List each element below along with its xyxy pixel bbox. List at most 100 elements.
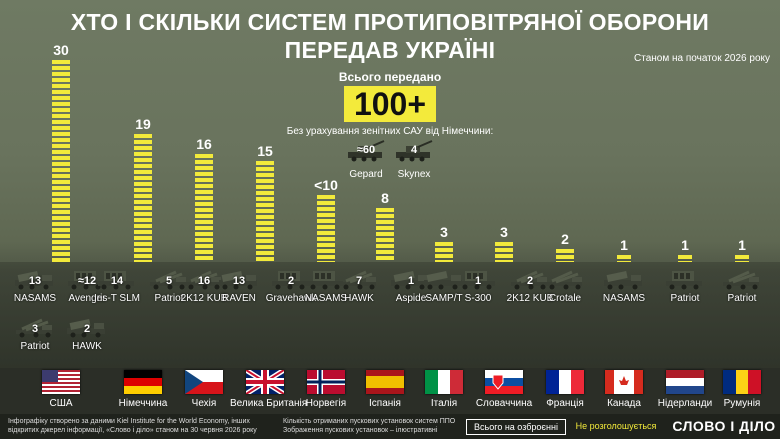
title-line-2: ПЕРЕДАВ УКРАЇНІ <box>284 37 496 63</box>
launcher-icon <box>388 268 434 290</box>
launcher-icon <box>94 268 140 290</box>
flag-icon <box>42 370 80 394</box>
flag-icon <box>723 370 761 394</box>
bar-value-label: 2 <box>561 231 569 247</box>
bar <box>376 208 394 262</box>
launcher-icon <box>268 268 314 290</box>
launcher-count: 7 <box>355 275 363 287</box>
flag-icon <box>246 370 284 394</box>
flag-icon <box>366 370 404 394</box>
excluded-name: Skynex <box>397 169 431 180</box>
launcher-unit: 13 NASAMS <box>7 268 63 304</box>
launcher-unit: ≈12 Avenger <box>59 268 115 304</box>
launcher-count: 13 <box>28 275 42 287</box>
bar <box>317 195 335 262</box>
launcher-icon <box>662 268 708 290</box>
launcher-name: Patriot <box>727 293 757 304</box>
country-name: Чехія <box>191 398 217 409</box>
launcher-name: HAWK <box>72 341 102 352</box>
launcher-unit: NASAMS <box>596 268 652 304</box>
country-name: США <box>49 398 73 409</box>
launcher-icon <box>146 268 192 290</box>
flag-icon <box>485 370 523 394</box>
bar <box>495 242 513 262</box>
country-name: Норвегія <box>305 398 347 409</box>
title-line-1: ХТО І СКІЛЬКИ СИСТЕМ ПРОТИПОВІТРЯНОЇ ОБО… <box>70 9 710 35</box>
country: Канада <box>589 370 659 409</box>
bar-value-label: 8 <box>381 190 389 206</box>
launcher-count: ≈12 <box>77 275 97 287</box>
country: Румунія <box>707 370 777 409</box>
flag-icon <box>124 370 162 394</box>
country-name: Франція <box>546 398 584 409</box>
launcher-unit: 14 Iris-T SLM <box>89 268 145 304</box>
country-name: Італія <box>430 398 458 409</box>
flag-icon <box>425 370 463 394</box>
launcher-icon <box>216 268 262 290</box>
flag-icon <box>546 370 584 394</box>
total-value: 100+ <box>344 86 436 122</box>
launcher-name: RAVEN <box>222 293 256 304</box>
launcher-count: 3 <box>31 323 39 335</box>
launcher-unit: 3 Patriot <box>7 316 63 352</box>
launcher-count: 1 <box>407 275 415 287</box>
anti-aircraft-gun-icon <box>348 140 385 162</box>
country: Норвегія <box>291 370 361 409</box>
source-note: Інфографіку створено за даними Kiel Inst… <box>8 418 257 434</box>
country-name: Іспанія <box>369 398 401 409</box>
country: Італія <box>409 370 479 409</box>
launcher-count: 2 <box>526 275 534 287</box>
launcher-icon <box>601 268 647 290</box>
launcher-icon <box>336 268 382 290</box>
launcher-name: NASAMS <box>602 293 646 304</box>
bar-value-label: 15 <box>257 143 273 159</box>
launcher-name: 2K12 KUB <box>180 293 228 304</box>
bar <box>678 255 692 262</box>
country: Чехія <box>169 370 239 409</box>
bar <box>52 60 70 262</box>
launcher-icon <box>181 268 227 290</box>
launcher-name: Patriot <box>154 293 184 304</box>
country: Іспанія <box>350 370 420 409</box>
flag-icon <box>307 370 345 394</box>
as-of-date: Станом на початок 2026 року <box>634 53 770 64</box>
launcher-name: SAMP/T <box>425 293 463 304</box>
launcher-unit: Patriot <box>714 268 770 304</box>
excluded-name: Gepard <box>349 169 383 180</box>
bar-value-label: 16 <box>196 136 212 152</box>
country: Велика Британія <box>230 370 308 409</box>
launcher-name: HAWK <box>344 293 374 304</box>
launcher-count: 16 <box>197 275 211 287</box>
launcher-unit: Crotale <box>537 268 593 304</box>
launcher-count: 5 <box>165 275 173 287</box>
country-name: Словаччина <box>475 398 533 409</box>
launcher-name: Crotale <box>548 293 582 304</box>
launcher-unit: 16 2K12 KUB <box>176 268 232 304</box>
country: Словаччина <box>469 370 539 409</box>
brand-logo: СЛОВО І ДІЛО <box>672 418 776 434</box>
launcher-icon <box>303 268 349 290</box>
bar <box>735 255 749 262</box>
launcher-name: Iris-T SLM <box>94 293 140 304</box>
flag-icon <box>185 370 223 394</box>
launchers-band <box>0 262 780 368</box>
country-name: Німеччина <box>118 398 168 409</box>
launcher-count: 13 <box>232 275 246 287</box>
launcher-unit: 1 S-300 <box>450 268 506 304</box>
country-name: Велика Британія <box>230 398 308 409</box>
excluded-note: Без урахування зенітних САУ від Німеччин… <box>286 126 494 137</box>
launcher-count: 2 <box>287 275 295 287</box>
bar-value-label: 1 <box>738 237 746 253</box>
country: Нідерланди <box>650 370 720 409</box>
launcher-name: Gravehawk <box>265 293 317 304</box>
launcher-icon <box>421 268 467 290</box>
launcher-count: 2 <box>83 323 91 335</box>
page-title: ХТО І СКІЛЬКИ СИСТЕМ ПРОТИПОВІТРЯНОЇ ОБО… <box>0 8 780 64</box>
launcher-unit: NASAMS <box>298 268 354 304</box>
footer <box>0 414 780 439</box>
bar-value-label: 1 <box>681 237 689 253</box>
launcher-name: Avenger <box>68 293 106 304</box>
bar <box>556 249 574 262</box>
launcher-icon <box>507 268 553 290</box>
launcher-icon <box>719 268 765 290</box>
